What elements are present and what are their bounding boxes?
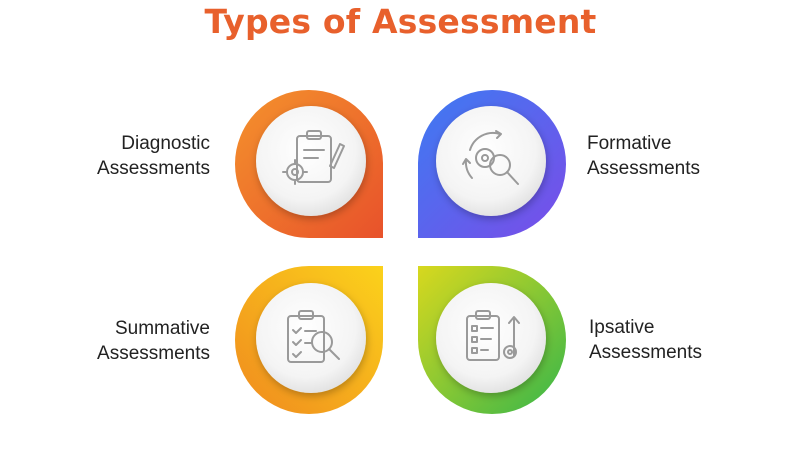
- label-diagnostic: Diagnostic Assessments: [97, 133, 210, 179]
- quadrant-formative: [418, 90, 566, 239]
- checklist-progress-icon: [466, 310, 520, 361]
- quadrant-diagnostic: [235, 90, 383, 238]
- checklist-magnifier-icon: [287, 310, 340, 363]
- clipboard-gear-icon: [282, 130, 345, 185]
- label-formative: Formative Assessments: [587, 133, 700, 179]
- gear-magnifier-cycle-icon: [462, 130, 519, 185]
- page-title: Types of Assessment: [204, 2, 597, 41]
- summative-circle: [256, 283, 366, 393]
- label-summative: Summative Assessments: [97, 318, 210, 364]
- diagnostic-circle: [256, 106, 366, 216]
- quadrant-ipsative: [418, 266, 566, 414]
- quadrant-summative: [235, 266, 383, 414]
- label-ipsative: Ipsative Assessments: [589, 317, 702, 363]
